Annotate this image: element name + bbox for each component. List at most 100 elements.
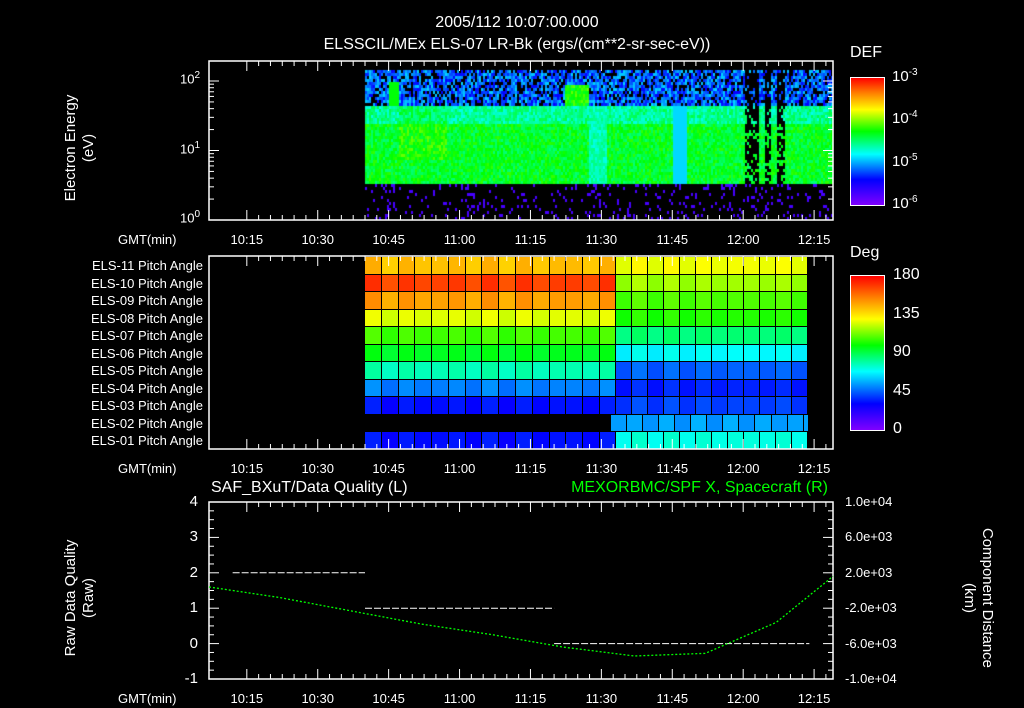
pitch-angle-cell [760, 344, 776, 362]
pitch-angle-cell [792, 362, 808, 379]
y-left-tick-label: 0 [189, 634, 198, 652]
pitch-angle-cell [465, 292, 482, 309]
pitch-angle-cell [448, 432, 465, 449]
pitch-angle-cell [675, 414, 691, 432]
pitch-angle-cell [499, 257, 516, 274]
pitch-angle-cell [432, 344, 448, 362]
pitch-angle-cell [432, 327, 448, 344]
colorbar-tick-label: 0 [893, 420, 902, 437]
pitch-angle-cell [532, 432, 549, 449]
pitch-angle-cell [744, 362, 760, 379]
pitch-angle-cell [415, 344, 432, 362]
pitch-angle-cell [647, 292, 663, 309]
pitch-angle-cell [381, 327, 398, 344]
x-tick-label: 11:30 [585, 691, 618, 706]
pitch-angle-cell [626, 414, 642, 432]
pitch-angle-cell [792, 327, 808, 344]
pitch-angle-cell [482, 397, 499, 414]
x-tick-label: 11:00 [443, 461, 476, 476]
pitch-angle-cell [711, 274, 728, 292]
pitch-angle-cell [663, 344, 679, 362]
x-tick-label: 10:30 [301, 691, 334, 706]
pitch-angle-cell [465, 257, 482, 274]
x-tick-label: 10:15 [230, 691, 264, 706]
pitch-angle-cell [615, 432, 631, 449]
pitch-angle-cell [499, 379, 516, 397]
pitch-angle-cell [711, 309, 728, 327]
pitch-angle-cell [465, 379, 482, 397]
x-tick-label: 11:15 [514, 232, 547, 247]
pitch-angle-cell [744, 309, 760, 327]
pitch-angle-cell [631, 292, 647, 309]
pitch-angle-row-label: ELS-01 Pitch Angle [90, 433, 203, 449]
x-tick-label: 12:00 [726, 232, 760, 247]
pitch-angle-cell [532, 292, 549, 309]
pitch-angle-cell [695, 432, 711, 449]
pitch-angle-cell [647, 397, 663, 414]
pitch-angle-cell [792, 432, 808, 449]
pitch-angle-cell [599, 379, 615, 397]
pitch-angle-cell [448, 257, 465, 274]
colorbar-tick-label: 90 [893, 343, 911, 360]
pitch-angle-cell [465, 274, 482, 292]
x-tick-label: 11:15 [514, 461, 547, 476]
pitch-angle-cell [482, 344, 499, 362]
x-tick-label: 12:00 [726, 461, 760, 476]
x-tick-label: 12:15 [797, 461, 831, 476]
pitch-angle-cell [663, 274, 679, 292]
pitch-angle-cell [365, 362, 381, 379]
colorbar-tick-label: 10-5 [892, 152, 918, 170]
pitch-angle-cell [728, 257, 744, 274]
x-tick-label: 10:30 [301, 461, 334, 476]
pitch-angle-cell [566, 257, 583, 274]
colorbar2-label: Deg [850, 244, 880, 261]
panel1-title: ELSSCIL/MEx ELS-07 LR-Bk (ergs/(cm**2-sr… [323, 36, 711, 53]
pitch-angle-cell [631, 274, 647, 292]
pitch-angle-cell [711, 379, 728, 397]
panel1-frame [208, 60, 834, 221]
pitch-angle-cell [744, 274, 760, 292]
pitch-angle-cell [663, 432, 679, 449]
pitch-angle-cell [516, 257, 532, 274]
pitch-angle-cell [695, 292, 711, 309]
pitch-angle-cell [744, 292, 760, 309]
pitch-angle-cell [615, 397, 631, 414]
pitch-angle-cell [583, 344, 599, 362]
y-right-tick-label: 1.0e+04 [845, 494, 893, 509]
pitch-angle-cell [381, 257, 398, 274]
pitch-angle-cell [631, 327, 647, 344]
pitch-angle-cell [549, 432, 566, 449]
x-tick-label: 12:15 [797, 691, 831, 706]
tick-base: 10 [892, 110, 909, 128]
pitch-angle-cell [679, 327, 695, 344]
panel2-frame [208, 255, 834, 450]
pitch-angle-cell [663, 257, 679, 274]
pitch-angle-cell [415, 432, 432, 449]
pitch-angle-cell [415, 274, 432, 292]
pitch-angle-cell [647, 432, 663, 449]
pitch-angle-cell [631, 397, 647, 414]
pitch-angle-cell [776, 362, 792, 379]
y-right-tick-label: -2.0e+03 [845, 600, 897, 616]
x-tick-label: 10:30 [301, 232, 334, 247]
pitch-angle-cell [615, 327, 631, 344]
pitch-angle-cell [599, 292, 615, 309]
pitch-angle-cell [695, 257, 711, 274]
pitch-angle-cell [728, 327, 744, 344]
pitch-angle-cell [599, 344, 615, 362]
panel3-title-left: SAF_BXuT/Data Quality (L) [211, 479, 408, 496]
tick-base: 10 [892, 194, 909, 212]
pitch-angle-cell [432, 292, 448, 309]
pitch-angle-cell [398, 397, 415, 414]
pitch-angle-cell [642, 414, 659, 432]
pitch-angle-cell [482, 274, 499, 292]
pitch-angle-cell [566, 344, 583, 362]
pitch-angle-cell [398, 379, 415, 397]
pitch-angle-cell [532, 397, 549, 414]
pitch-angle-cell [432, 379, 448, 397]
pitch-angle-cell [744, 327, 760, 344]
pitch-angle-cell [549, 344, 566, 362]
pitch-angle-cell [776, 327, 792, 344]
